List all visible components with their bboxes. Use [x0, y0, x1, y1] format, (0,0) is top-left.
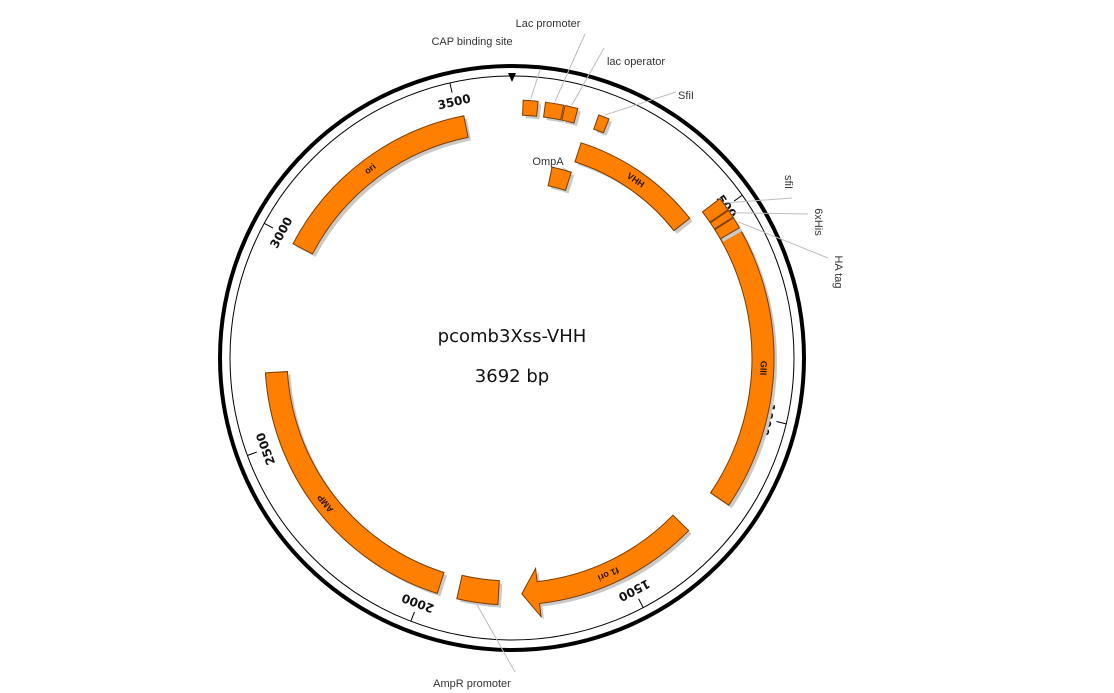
leader-sfi2 — [725, 197, 793, 204]
feature-arc-ori[interactable] — [292, 115, 469, 255]
feature-label-lacop: lac operator — [607, 56, 665, 68]
tick-mark-2000 — [410, 611, 415, 622]
feature-f1ori[interactable] — [521, 514, 692, 620]
feature-label-ompa: OmpA — [532, 156, 564, 168]
feature-arc-ha[interactable] — [714, 217, 741, 240]
tick-mark-3500 — [449, 82, 453, 93]
leader-cap — [530, 69, 541, 99]
tick-mark-1500 — [638, 598, 644, 608]
leader-lacpro — [554, 33, 586, 102]
feature-arc-lacpro[interactable] — [543, 101, 565, 121]
tick-mark-2500 — [247, 451, 257, 456]
origin-marker-icon — [508, 73, 516, 82]
leader-his — [732, 212, 809, 215]
tick-label-2000: 2000 — [400, 591, 436, 616]
feature-arc-amprpro[interactable] — [456, 574, 500, 606]
feature-arc-amp[interactable] — [264, 371, 445, 595]
backbone-outer-ring — [218, 64, 806, 652]
feature-cap[interactable] — [522, 99, 542, 120]
feature-label-cap: CAP binding site — [431, 36, 512, 48]
feature-arc-sfi1[interactable] — [593, 114, 610, 134]
feature-sfi1[interactable] — [593, 114, 613, 136]
feature-ompa[interactable] — [547, 166, 575, 194]
feature-arc-vhh[interactable] — [574, 142, 691, 232]
feature-ori[interactable] — [292, 115, 472, 257]
tick-mark-3000 — [263, 222, 274, 229]
feature-amp[interactable] — [264, 371, 447, 597]
feature-arc-giii[interactable] — [709, 227, 775, 506]
feature-label-lacpro: Lac promoter — [516, 18, 581, 30]
backbone — [218, 64, 806, 652]
leader-amprpro — [476, 604, 516, 673]
leader-ha — [737, 221, 829, 259]
plasmid-name: pcomb3Xss-VHH — [438, 326, 587, 347]
plasmid-length: 3692 bp — [475, 366, 549, 387]
features — [264, 99, 778, 620]
feature-arc-ompa[interactable] — [547, 166, 572, 191]
feature-giii[interactable] — [709, 227, 778, 509]
feature-shadow-ori — [296, 118, 472, 257]
feature-lacpro[interactable] — [543, 101, 567, 123]
feature-label-his: 6xHis — [812, 208, 824, 236]
tick-label-3000: 3000 — [267, 215, 295, 251]
backbone-inner-ring — [229, 75, 795, 641]
feature-arc-lacop[interactable] — [561, 104, 579, 124]
feature-arc-his[interactable] — [709, 209, 734, 230]
feature-lacop[interactable] — [561, 104, 581, 127]
tick-label-3500: 3500 — [436, 91, 472, 112]
feature-label-ha: HA tag — [832, 255, 844, 288]
tick-mark-1000 — [776, 421, 787, 425]
feature-amprpro[interactable] — [456, 574, 503, 608]
feature-arc-f1ori[interactable] — [521, 514, 690, 619]
feature-label-amprpro: AmpR promoter — [433, 678, 511, 690]
feature-sfi2[interactable] — [701, 197, 732, 226]
tick-marks: 500100015002000250030003500 — [247, 82, 787, 622]
feature-label-sfi1: SfiI — [678, 90, 694, 102]
feature-vhh[interactable] — [574, 142, 693, 234]
tick-label-2500: 2500 — [253, 431, 278, 467]
feature-arc-cap[interactable] — [522, 99, 539, 117]
feature-label-giii: GIII — [758, 361, 769, 376]
feature-label-sfi2: sfiI — [782, 175, 794, 189]
leader-sfi1 — [604, 91, 677, 116]
tick-mark-500 — [733, 194, 743, 202]
feature-arc-sfi2[interactable] — [701, 197, 729, 223]
feature-ha[interactable] — [714, 217, 743, 242]
leader-lacop — [571, 47, 605, 106]
